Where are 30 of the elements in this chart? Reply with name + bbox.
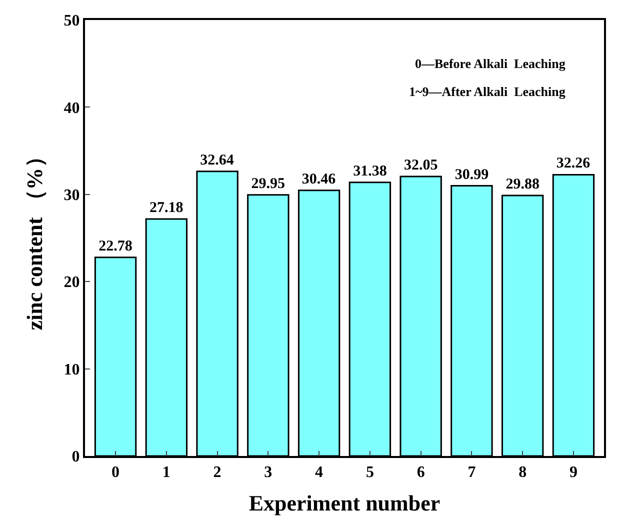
y-tick-label: 0 [72, 448, 80, 466]
data-label: 32.05 [404, 158, 438, 174]
x-tick-label: 1 [162, 464, 170, 482]
x-tick-label: 2 [213, 464, 222, 482]
annotation: 0—Before Alkali Leaching [415, 56, 566, 71]
data-label: 30.99 [454, 166, 489, 183]
y-tick-label: 20 [64, 274, 80, 292]
y-axis-title: zinc content （%） [22, 146, 48, 330]
data-label: 27.18 [150, 200, 184, 216]
x-tick-label: 9 [569, 464, 578, 482]
x-tick-label: 0 [112, 464, 120, 482]
data-label: 30.46 [302, 171, 336, 188]
x-tick-label: 4 [315, 464, 324, 482]
data-label: 22.78 [98, 238, 132, 254]
y-tick-label: 40 [64, 100, 80, 117]
x-tick-label: 8 [518, 464, 527, 482]
x-tick-label: 7 [468, 464, 476, 482]
data-label: 29.95 [251, 176, 286, 192]
data-label: 32.26 [556, 156, 591, 172]
data-label: 32.64 [200, 152, 234, 168]
data-label: 31.38 [353, 163, 387, 180]
x-axis-title: Experiment number [248, 490, 440, 516]
x-tick-label: 5 [366, 464, 374, 482]
data-label: 29.88 [506, 176, 540, 192]
annotation: 1~9—After Alkali Leaching [409, 84, 566, 99]
x-tick-label: 6 [416, 464, 425, 482]
y-tick-label: 30 [64, 187, 80, 204]
x-tick-label: 3 [264, 464, 272, 482]
y-tick-label: 10 [64, 361, 80, 378]
y-tick-label: 50 [64, 12, 80, 30]
